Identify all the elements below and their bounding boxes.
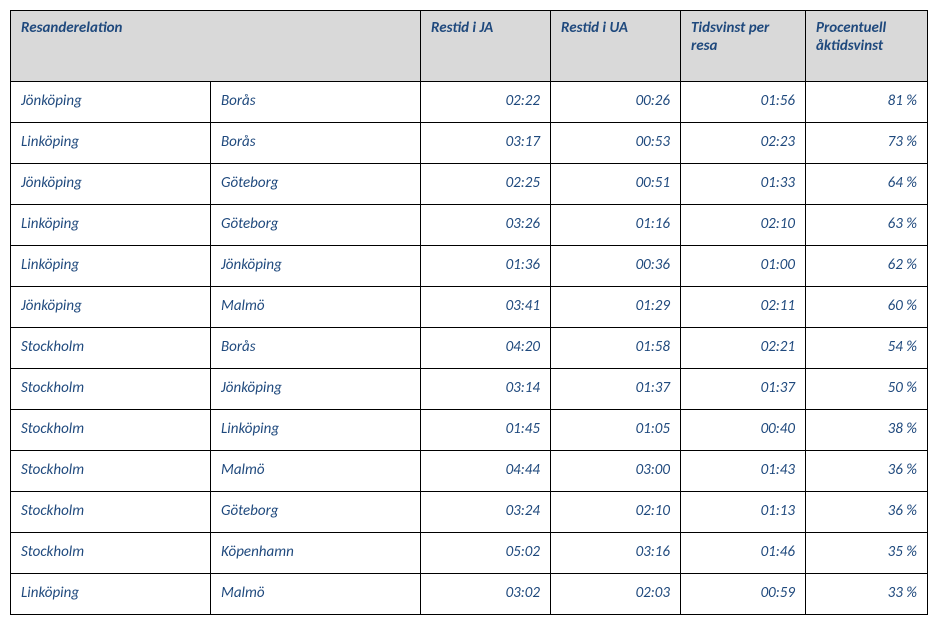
cell-ja: 03:14	[421, 369, 551, 410]
cell-to: Borås	[211, 328, 421, 369]
cell-ua: 02:03	[551, 574, 681, 615]
cell-ja: 03:41	[421, 287, 551, 328]
table-row: LinköpingMalmö03:0202:0300:5933 %	[11, 574, 928, 615]
cell-from: Jönköping	[11, 164, 211, 205]
cell-from: Stockholm	[11, 410, 211, 451]
cell-ua: 00:26	[551, 82, 681, 123]
cell-pct: 35 %	[806, 533, 928, 574]
cell-gain: 01:33	[681, 164, 806, 205]
cell-from: Linköping	[11, 574, 211, 615]
cell-gain: 01:43	[681, 451, 806, 492]
table-row: JönköpingMalmö03:4101:2902:1160 %	[11, 287, 928, 328]
cell-to: Göteborg	[211, 164, 421, 205]
table-row: LinköpingBorås03:1700:5302:2373 %	[11, 123, 928, 164]
table-row: JönköpingBorås02:2200:2601:5681 %	[11, 82, 928, 123]
cell-to: Borås	[211, 123, 421, 164]
cell-to: Malmö	[211, 287, 421, 328]
cell-gain: 02:21	[681, 328, 806, 369]
cell-from: Linköping	[11, 123, 211, 164]
cell-ja: 03:17	[421, 123, 551, 164]
table-body: JönköpingBorås02:2200:2601:5681 %Linköpi…	[11, 82, 928, 615]
cell-from: Linköping	[11, 205, 211, 246]
cell-ua: 01:29	[551, 287, 681, 328]
cell-ja: 01:36	[421, 246, 551, 287]
cell-from: Stockholm	[11, 369, 211, 410]
cell-pct: 50 %	[806, 369, 928, 410]
cell-to: Malmö	[211, 574, 421, 615]
cell-pct: 73 %	[806, 123, 928, 164]
cell-pct: 33 %	[806, 574, 928, 615]
cell-pct: 60 %	[806, 287, 928, 328]
table-row: StockholmJönköping03:1401:3701:3750 %	[11, 369, 928, 410]
table-row: LinköpingJönköping01:3600:3601:0062 %	[11, 246, 928, 287]
cell-ua: 00:36	[551, 246, 681, 287]
cell-from: Jönköping	[11, 82, 211, 123]
cell-gain: 01:46	[681, 533, 806, 574]
table-row: StockholmGöteborg03:2402:1001:1336 %	[11, 492, 928, 533]
cell-pct: 38 %	[806, 410, 928, 451]
cell-pct: 81 %	[806, 82, 928, 123]
cell-gain: 00:59	[681, 574, 806, 615]
cell-ja: 02:22	[421, 82, 551, 123]
cell-ja: 03:24	[421, 492, 551, 533]
cell-ua: 02:10	[551, 492, 681, 533]
cell-pct: 36 %	[806, 451, 928, 492]
cell-ja: 03:26	[421, 205, 551, 246]
table-row: StockholmLinköping01:4501:0500:4038 %	[11, 410, 928, 451]
cell-to: Köpenhamn	[211, 533, 421, 574]
cell-from: Stockholm	[11, 533, 211, 574]
table-row: LinköpingGöteborg03:2601:1602:1063 %	[11, 205, 928, 246]
travel-time-table: Resanderelation Restid i JA Restid i UA …	[10, 10, 928, 615]
cell-to: Göteborg	[211, 205, 421, 246]
cell-ua: 03:00	[551, 451, 681, 492]
col-relation: Resanderelation	[11, 11, 421, 82]
cell-ua: 00:51	[551, 164, 681, 205]
table-row: StockholmBorås04:2001:5802:2154 %	[11, 328, 928, 369]
cell-ja: 05:02	[421, 533, 551, 574]
cell-gain: 01:13	[681, 492, 806, 533]
cell-ua: 01:37	[551, 369, 681, 410]
cell-from: Linköping	[11, 246, 211, 287]
cell-ua: 01:05	[551, 410, 681, 451]
table-header-row: Resanderelation Restid i JA Restid i UA …	[11, 11, 928, 82]
cell-gain: 02:23	[681, 123, 806, 164]
table-row: JönköpingGöteborg02:2500:5101:3364 %	[11, 164, 928, 205]
cell-to: Göteborg	[211, 492, 421, 533]
cell-ja: 04:44	[421, 451, 551, 492]
cell-from: Jönköping	[11, 287, 211, 328]
cell-ja: 02:25	[421, 164, 551, 205]
cell-ja: 03:02	[421, 574, 551, 615]
cell-to: Borås	[211, 82, 421, 123]
cell-ua: 01:58	[551, 328, 681, 369]
cell-gain: 02:10	[681, 205, 806, 246]
cell-pct: 36 %	[806, 492, 928, 533]
col-restid-ua: Restid i UA	[551, 11, 681, 82]
cell-ua: 03:16	[551, 533, 681, 574]
table-row: StockholmMalmö04:4403:0001:4336 %	[11, 451, 928, 492]
cell-ja: 01:45	[421, 410, 551, 451]
col-restid-ja: Restid i JA	[421, 11, 551, 82]
cell-gain: 00:40	[681, 410, 806, 451]
cell-ua: 00:53	[551, 123, 681, 164]
cell-pct: 64 %	[806, 164, 928, 205]
col-tidsvinst: Tidsvinst per resa	[681, 11, 806, 82]
cell-from: Stockholm	[11, 451, 211, 492]
cell-gain: 02:11	[681, 287, 806, 328]
cell-ua: 01:16	[551, 205, 681, 246]
cell-pct: 63 %	[806, 205, 928, 246]
cell-to: Linköping	[211, 410, 421, 451]
cell-gain: 01:37	[681, 369, 806, 410]
cell-gain: 01:00	[681, 246, 806, 287]
cell-pct: 62 %	[806, 246, 928, 287]
cell-to: Jönköping	[211, 369, 421, 410]
cell-ja: 04:20	[421, 328, 551, 369]
cell-to: Jönköping	[211, 246, 421, 287]
cell-from: Stockholm	[11, 328, 211, 369]
table-row: StockholmKöpenhamn05:0203:1601:4635 %	[11, 533, 928, 574]
cell-gain: 01:56	[681, 82, 806, 123]
col-procentuell: Procentuell åktidsvinst	[806, 11, 928, 82]
cell-pct: 54 %	[806, 328, 928, 369]
cell-from: Stockholm	[11, 492, 211, 533]
cell-to: Malmö	[211, 451, 421, 492]
